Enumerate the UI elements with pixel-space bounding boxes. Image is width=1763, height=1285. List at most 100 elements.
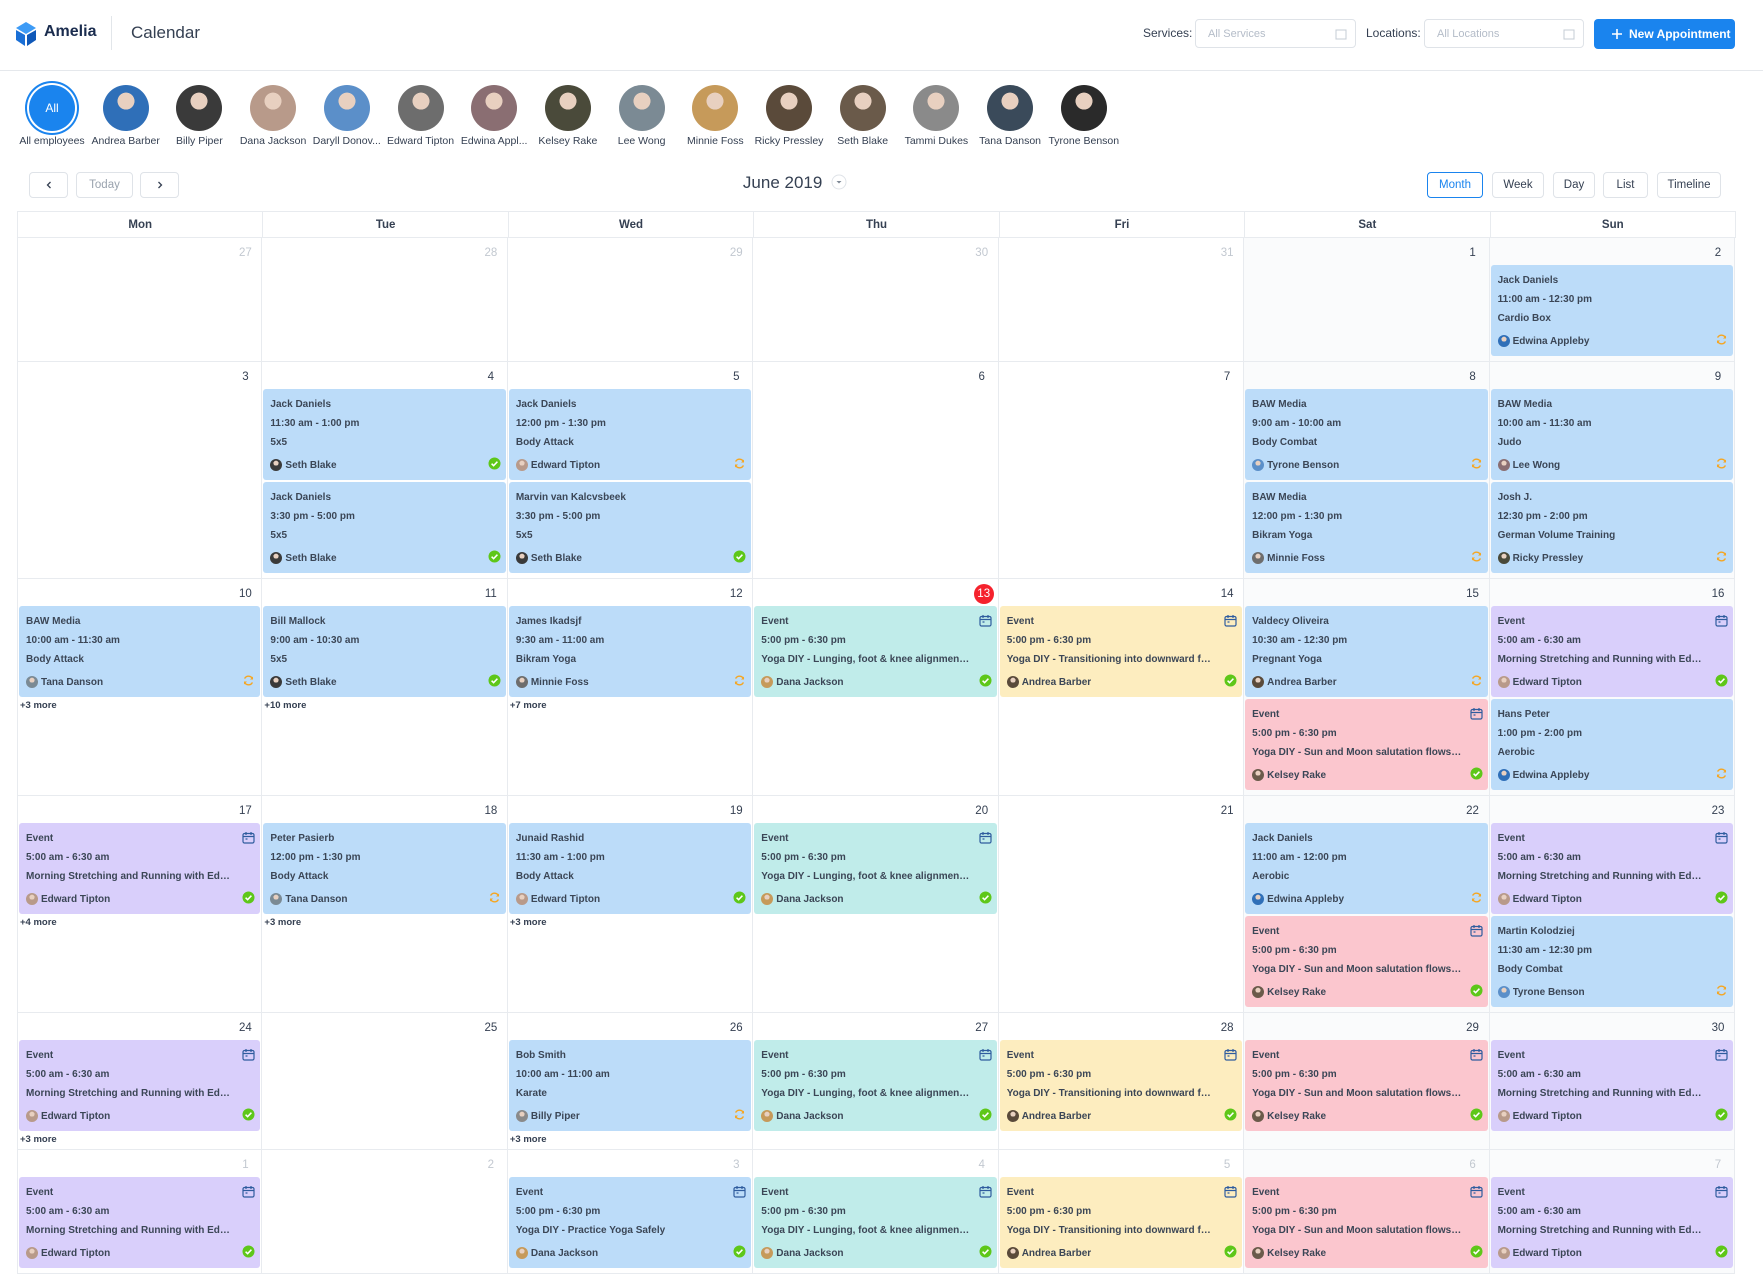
view-button[interactable]: Week	[1492, 172, 1544, 198]
day-cell[interactable]: 24 Event 5:00 am - 6:30 am Morning Stretchi…	[17, 1013, 263, 1150]
day-cell[interactable]: 2	[262, 1150, 508, 1274]
day-cell[interactable]: 16 Event 5:00 am - 6:30 am Morning Stretchi…	[1489, 579, 1735, 796]
day-cell[interactable]: 12 James Ikadsjf 9:30 am - 11:00 am Bikram …	[507, 579, 754, 796]
event-card[interactable]: Event 5:00 pm - 6:30 pm Yoga DIY - Lunging…	[754, 823, 997, 914]
day-cell[interactable]: 4 Jack Daniels 11:30 am - 1:00 pm 5x5 Seth B…	[262, 362, 508, 579]
event-card[interactable]: BAW Media 10:00 am - 11:30 am Body Attack T…	[19, 606, 261, 697]
more-link[interactable]: +7 more	[509, 700, 547, 711]
month-picker[interactable]: June 2019	[700, 173, 890, 193]
day-cell[interactable]: 6	[753, 362, 999, 579]
employee-avatar[interactable]	[618, 85, 665, 131]
employee-avatar[interactable]: All	[29, 85, 75, 131]
event-card[interactable]: Event 5:00 pm - 6:30 pm Yoga DIY - Transit…	[999, 1177, 1243, 1268]
employee-avatar[interactable]	[102, 85, 149, 131]
employee-name[interactable]: Dana Jackson	[239, 135, 307, 147]
event-card[interactable]: Marvin van Kalcvsbeek 3:30 pm - 5:00 pm 5x…	[508, 482, 752, 573]
employee-avatar[interactable]	[176, 85, 223, 131]
employee-name[interactable]: Andrea Barber	[91, 135, 160, 147]
day-cell[interactable]: 30 Event 5:00 am - 6:30 am Morning Stretchi…	[1489, 1013, 1735, 1150]
employee-name[interactable]: Tyrone Benson	[1048, 135, 1120, 147]
employee-name[interactable]: Edward Tipton	[386, 135, 455, 147]
employee-name[interactable]: Billy Piper	[176, 135, 223, 147]
event-card[interactable]: Event 5:00 pm - 6:30 pm Yoga DIY - Lunging…	[754, 1177, 997, 1268]
day-cell[interactable]: 4 Event 5:00 pm - 6:30 pm Yoga DIY - Lungin…	[753, 1150, 999, 1274]
event-card[interactable]: Jack Daniels 11:30 am - 1:00 pm 5x5 Seth Bl…	[263, 389, 506, 480]
employee-avatar[interactable]	[839, 85, 886, 131]
event-card[interactable]: Event 5:00 am - 6:30 am Morning Stretching…	[19, 823, 261, 914]
locations-select[interactable]: All Locations	[1424, 19, 1584, 48]
day-cell[interactable]: 21	[998, 796, 1245, 1013]
employee-name[interactable]: Minnie Foss	[686, 135, 744, 147]
day-cell[interactable]: 13 Event 5:00 pm - 6:30 pm Yoga DIY - Lungi…	[753, 579, 999, 796]
day-cell[interactable]: 18 Peter Pasierb 12:00 pm - 1:30 pm Body At…	[262, 796, 508, 1013]
event-card[interactable]: Event 5:00 am - 6:30 am Morning Stretching…	[1490, 1040, 1733, 1131]
day-cell[interactable]: 19 Junaid Rashid 11:30 am - 1:00 pm Body At…	[507, 796, 754, 1013]
event-card[interactable]: Event 5:00 pm - 6:30 pm Yoga DIY - Lunging…	[754, 606, 997, 697]
event-card[interactable]: Event 5:00 am - 6:30 am Morning Stretching…	[1490, 1177, 1733, 1268]
day-cell[interactable]: 28 Event 5:00 pm - 6:30 pm Yoga DIY - Trans…	[998, 1013, 1245, 1150]
employee-avatar[interactable]	[397, 85, 444, 131]
view-button[interactable]: List	[1603, 172, 1648, 198]
employee-avatar[interactable]	[323, 85, 370, 131]
event-card[interactable]: Event 5:00 am - 6:30 am Morning Stretching…	[1490, 823, 1733, 914]
event-card[interactable]: Junaid Rashid 11:30 am - 1:00 pm Body Atta…	[508, 823, 752, 914]
day-cell[interactable]: 1 Event 5:00 am - 6:30 am Morning Stretchin…	[17, 1150, 263, 1274]
employee-avatar[interactable]	[544, 85, 591, 131]
employee-avatar[interactable]	[471, 85, 518, 131]
event-card[interactable]: Bill Mallock 9:00 am - 10:30 am 5x5 Seth Bl…	[263, 606, 506, 697]
more-link[interactable]: +3 more	[509, 917, 547, 928]
event-card[interactable]: Valdecy Oliveira 10:30 am - 12:30 pm Pregn…	[1245, 606, 1488, 697]
day-cell[interactable]: 14 Event 5:00 pm - 6:30 pm Yoga DIY - Trans…	[998, 579, 1245, 796]
day-cell[interactable]: 28	[262, 238, 508, 362]
day-cell[interactable]: 25	[262, 1013, 508, 1150]
day-cell[interactable]: 23 Event 5:00 am - 6:30 am Morning Stretchi…	[1489, 796, 1735, 1013]
employee-avatar[interactable]	[987, 85, 1034, 131]
day-cell[interactable]: 17 Event 5:00 am - 6:30 am Morning Stretchi…	[17, 796, 263, 1013]
day-cell[interactable]: 11 Bill Mallock 9:00 am - 10:30 am 5x5 Seth …	[262, 579, 508, 796]
employee-avatar[interactable]	[1060, 85, 1107, 131]
day-cell[interactable]: 31	[998, 238, 1245, 362]
more-link[interactable]: +3 more	[20, 1134, 57, 1145]
event-card[interactable]: Peter Pasierb 12:00 pm - 1:30 pm Body Atta…	[263, 823, 506, 914]
new-appointment-button[interactable]: New Appointment	[1594, 19, 1735, 49]
event-card[interactable]: BAW Media 12:00 pm - 1:30 pm Bikram Yoga Mi…	[1245, 482, 1488, 573]
event-card[interactable]: Event 5:00 am - 6:30 am Morning Stretching…	[19, 1177, 261, 1268]
employee-avatar[interactable]	[766, 85, 812, 131]
day-cell[interactable]: 7	[998, 362, 1245, 579]
day-cell[interactable]: 7 Event 5:00 am - 6:30 am Morning Stretchin…	[1489, 1150, 1735, 1274]
day-cell[interactable]: 8 BAW Media 9:00 am - 10:00 am Body Combat T…	[1244, 362, 1490, 579]
event-card[interactable]: Jack Daniels 11:00 am - 12:00 pm Aerobic Ed…	[1245, 823, 1488, 914]
event-card[interactable]: BAW Media 10:00 am - 11:30 am Judo Lee Wong	[1490, 389, 1733, 480]
day-cell[interactable]: 26 Bob Smith 10:00 am - 11:00 am Karate Bill…	[507, 1013, 754, 1150]
day-cell[interactable]: 15 Valdecy Oliveira 10:30 am - 12:30 pm Pre…	[1244, 579, 1490, 796]
day-cell[interactable]: 6 Event 5:00 pm - 6:30 pm Yoga DIY - Sun an…	[1244, 1150, 1490, 1274]
event-card[interactable]: Event 5:00 pm - 6:30 pm Yoga DIY - Sun and…	[1245, 1177, 1488, 1268]
event-card[interactable]: Josh J. 12:30 pm - 2:00 pm German Volume T…	[1490, 482, 1733, 573]
event-card[interactable]: Event 5:00 pm - 6:30 pm Yoga DIY - Sun and…	[1245, 699, 1488, 790]
day-cell[interactable]: 5 Jack Daniels 12:00 pm - 1:30 pm Body Atta…	[507, 362, 754, 579]
event-card[interactable]: Event 5:00 pm - 6:30 pm Yoga DIY - Lunging…	[754, 1040, 997, 1131]
view-button[interactable]: Timeline	[1657, 172, 1721, 198]
day-cell[interactable]: 20 Event 5:00 pm - 6:30 pm Yoga DIY - Lungi…	[753, 796, 999, 1013]
day-cell[interactable]: 29 Event 5:00 pm - 6:30 pm Yoga DIY - Sun a…	[1244, 1013, 1490, 1150]
more-link[interactable]: +10 more	[264, 700, 307, 711]
day-cell[interactable]: 3 Event 5:00 pm - 6:30 pm Yoga DIY - Practi…	[507, 1150, 754, 1274]
prev-button[interactable]	[29, 172, 68, 198]
employee-avatar[interactable]	[250, 85, 297, 131]
today-button[interactable]: Today	[76, 172, 133, 198]
event-card[interactable]: Jack Daniels 11:00 am - 12:30 pm Cardio Bo…	[1490, 265, 1733, 356]
event-card[interactable]: Event 5:00 pm - 6:30 pm Yoga DIY - Sun and…	[1245, 1040, 1488, 1131]
view-button[interactable]: Month	[1427, 172, 1483, 198]
day-cell[interactable]: 27	[17, 238, 263, 362]
day-cell[interactable]: 1	[1244, 238, 1490, 362]
employee-name[interactable]: All employees	[19, 135, 85, 147]
day-cell[interactable]: 2 Jack Daniels 11:00 am - 12:30 pm Cardio B…	[1489, 238, 1735, 362]
event-card[interactable]: Event 5:00 pm - 6:30 pm Yoga DIY - Practic…	[508, 1177, 752, 1268]
employee-name[interactable]: Edwina Appl...	[460, 135, 528, 147]
employee-name[interactable]: Seth Blake	[837, 135, 889, 147]
employee-name[interactable]: Daryll Donov...	[312, 135, 381, 147]
event-card[interactable]: Martin Kolodziej 11:30 am - 12:30 pm Body …	[1490, 916, 1733, 1007]
event-card[interactable]: Jack Daniels 12:00 pm - 1:30 pm Body Attac…	[508, 389, 752, 480]
view-button[interactable]: Day	[1553, 172, 1595, 198]
employee-avatar[interactable]	[692, 85, 739, 131]
